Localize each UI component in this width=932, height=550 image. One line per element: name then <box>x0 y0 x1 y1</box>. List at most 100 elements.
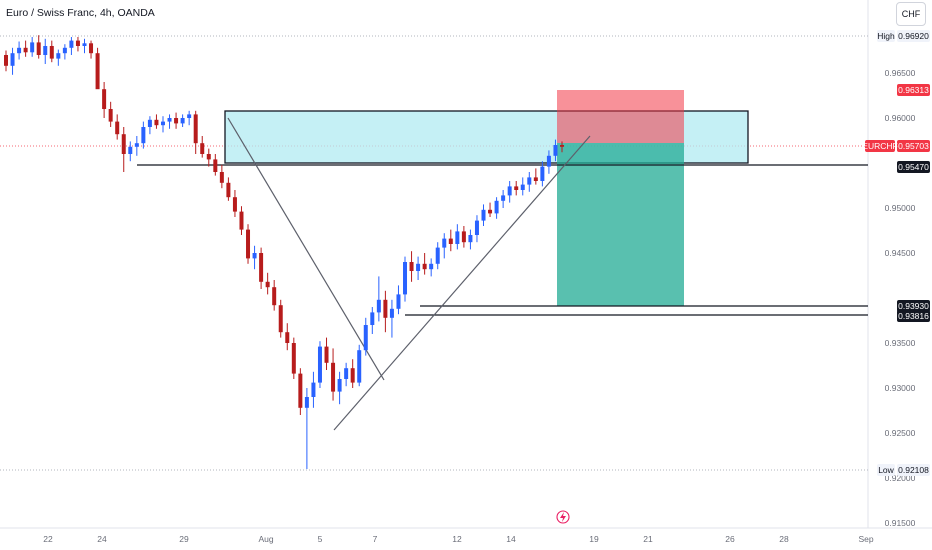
time-axis[interactable]: 22 24 29 Aug 5 7 12 14 19 21 26 28 Sep <box>43 534 874 544</box>
time-tick-label: 28 <box>779 534 789 544</box>
up-trendline[interactable] <box>333 135 591 431</box>
price-label-badge <box>897 300 930 312</box>
candle-body <box>468 235 473 243</box>
candle-body <box>370 312 375 325</box>
price-tick-label: 0.96000 <box>885 113 916 123</box>
price-tick-label: 0.94500 <box>885 248 916 258</box>
candle-body <box>285 332 290 343</box>
candle-body <box>396 294 401 309</box>
candle-body <box>278 305 283 333</box>
candle-body <box>49 46 54 59</box>
candle-body <box>324 346 329 363</box>
price-label-badge <box>897 310 930 322</box>
candle-body <box>206 154 211 160</box>
candle-body <box>455 231 460 244</box>
candle-body <box>507 186 512 196</box>
candle-body <box>337 379 342 392</box>
candle-body <box>147 119 152 127</box>
candle-body <box>553 145 558 156</box>
candle-body <box>376 299 381 313</box>
currency-button[interactable]: CHF <box>896 2 926 26</box>
candle-body <box>56 53 61 59</box>
price-tick-label: 0.95000 <box>885 203 916 213</box>
candle-body <box>82 43 87 46</box>
time-tick-label: 19 <box>589 534 599 544</box>
candle-body <box>416 263 421 271</box>
candle-body <box>488 209 493 214</box>
candle-body <box>23 47 28 53</box>
time-tick-label: Aug <box>258 534 273 544</box>
plot-area[interactable] <box>0 0 868 528</box>
candle-body <box>560 145 564 147</box>
price-label-text: 0.96920 <box>898 31 929 41</box>
candle-body <box>350 368 355 383</box>
time-tick-label: 24 <box>97 534 107 544</box>
candle-body <box>252 253 257 259</box>
candle-body <box>363 325 368 351</box>
candle-body <box>121 134 126 154</box>
candle-body <box>298 373 303 408</box>
candle-body <box>115 121 120 135</box>
price-tick-label: 0.91500 <box>885 518 916 528</box>
price-axis[interactable]: 0.96500 0.96000 0.95000 0.94500 0.93500 0.930… <box>885 68 916 528</box>
candle-body <box>4 55 8 66</box>
candle-body <box>311 382 316 397</box>
price-label-text: 0.96313 <box>898 85 929 95</box>
time-tick-label: 14 <box>506 534 516 544</box>
candle-body <box>403 262 408 295</box>
candle-body <box>108 109 113 122</box>
candle-body <box>219 172 224 183</box>
time-tick-label: 12 <box>452 534 462 544</box>
price-tag-text: EURCHF <box>862 141 897 151</box>
price-tick-label: 0.96500 <box>885 68 916 78</box>
candle-body <box>448 238 453 244</box>
stop-loss-zone[interactable] <box>557 90 684 143</box>
candle-body <box>527 177 532 185</box>
candle-body <box>246 229 251 259</box>
candle-body <box>174 118 179 124</box>
candle-body <box>187 114 192 118</box>
candle-body <box>43 46 48 55</box>
candle-body <box>442 238 447 248</box>
lightning-event-icon[interactable] <box>556 510 570 524</box>
candle-body <box>383 299 388 318</box>
candle-body <box>259 253 264 282</box>
price-tick-label: 0.92000 <box>885 473 916 483</box>
take-profit-zone[interactable] <box>557 143 684 306</box>
candle-body <box>546 155 551 167</box>
price-tick-label: 0.93500 <box>885 338 916 348</box>
candle-body <box>154 119 159 126</box>
price-label-text: 0.95470 <box>898 162 929 172</box>
candle-body <box>10 53 15 66</box>
price-label-badge <box>897 140 930 152</box>
price-label-badge <box>897 84 930 96</box>
candle-body <box>36 42 41 55</box>
candle-body <box>30 42 35 53</box>
price-tag-text: High <box>877 31 895 41</box>
price-tag-text: Low <box>878 465 894 475</box>
candle-body <box>239 211 244 230</box>
price-tag-badge <box>865 140 895 152</box>
candle-body <box>540 166 545 181</box>
candle-body <box>75 40 80 46</box>
candle-body <box>474 220 479 235</box>
price-label-badge <box>897 30 930 42</box>
down-trendline[interactable] <box>227 117 385 381</box>
price-tick-label: 0.93000 <box>885 383 916 393</box>
candle-body <box>481 209 486 221</box>
candle-body <box>102 89 107 109</box>
candle-body <box>272 287 277 306</box>
candle-body <box>141 127 146 144</box>
candle-body <box>128 146 133 154</box>
time-tick-label: 21 <box>643 534 653 544</box>
price-tag-badge <box>877 30 895 42</box>
candle-body <box>422 263 427 270</box>
candle-body <box>435 247 440 264</box>
candle-body <box>160 121 165 126</box>
price-tick-label: 0.92500 <box>885 428 916 438</box>
candle-body <box>317 346 322 383</box>
candle-body <box>291 343 296 374</box>
price-label-badge <box>897 161 930 173</box>
candle-body <box>134 143 139 147</box>
